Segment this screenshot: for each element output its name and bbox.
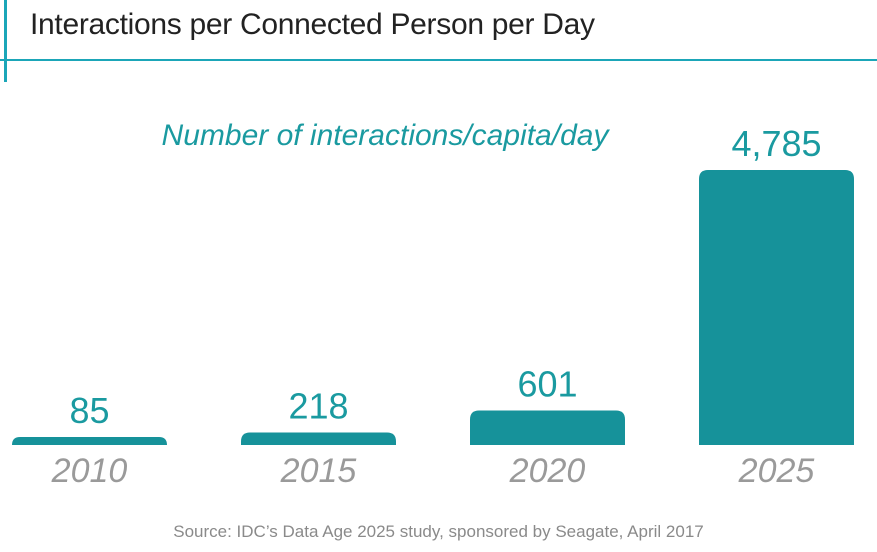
chart-subtitle: Number of interactions/capita/day	[162, 119, 611, 152]
value-label-2015: 218	[288, 385, 348, 426]
category-labels-group: 2010 2015 2020 2025	[51, 452, 815, 490]
bar-2025	[699, 170, 854, 445]
value-labels-group: 85 218 601 4,785	[69, 123, 821, 431]
category-label-2010: 2010	[51, 452, 128, 490]
chart-title: Interactions per Connected Person per Da…	[30, 8, 595, 41]
title-underline	[0, 59, 877, 61]
value-label-2010: 85	[69, 390, 109, 431]
value-label-2020: 601	[517, 363, 577, 404]
bar-2020	[470, 410, 625, 445]
category-label-2020: 2020	[509, 452, 586, 490]
bar-2010	[12, 437, 167, 445]
category-label-2025: 2025	[738, 452, 815, 490]
title-accent-bar	[4, 0, 7, 82]
value-label-2025: 4,785	[731, 123, 821, 164]
bars-group	[12, 170, 854, 445]
category-label-2015: 2015	[280, 452, 357, 490]
bar-2015	[241, 432, 396, 445]
source-note: Source: IDC’s Data Age 2025 study, spons…	[173, 522, 704, 541]
